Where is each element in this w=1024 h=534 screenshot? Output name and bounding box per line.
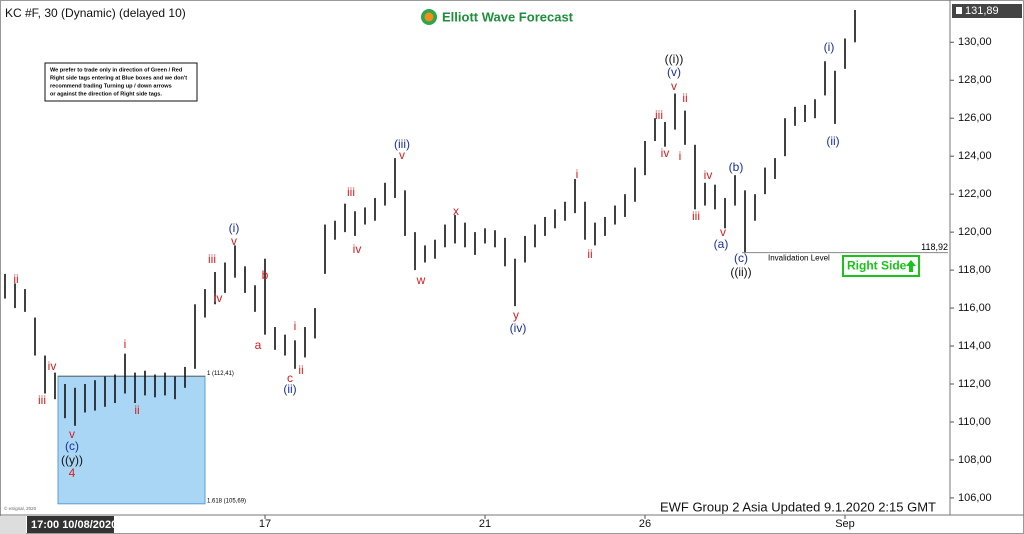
wave-label: ii <box>13 272 18 286</box>
wave-label: ii <box>134 403 139 417</box>
wave-label: i <box>124 337 127 351</box>
logo-icon-inner <box>424 12 434 22</box>
chart-header: KC #F, 30 (Dynamic) (delayed 10) <box>5 6 186 20</box>
wave-label: i <box>576 167 579 181</box>
note-line: recommend trading Turning up / down arro… <box>50 83 172 89</box>
last-price-label: 131,89 <box>965 5 999 17</box>
wave-label: ((ii)) <box>730 265 751 279</box>
y-tick-label: 116,00 <box>958 302 991 314</box>
y-tick-label: 110,00 <box>958 416 991 428</box>
wave-label: iii <box>692 209 700 223</box>
note-line: or against the direction of Right side t… <box>50 91 162 97</box>
blue-box-label: 1 (112,41) <box>207 371 234 377</box>
wave-label: (ii) <box>826 134 839 148</box>
invalidation-value: 118,92 <box>921 242 948 252</box>
footer: EWF Group 2 Asia Updated 9.1.2020 2:15 G… <box>660 499 936 514</box>
wave-label: (iv) <box>510 321 527 335</box>
y-tick-label: 108,00 <box>958 454 992 466</box>
wave-label: (i) <box>229 221 240 235</box>
wave-label: (c) <box>65 439 79 453</box>
y-tick-label: 112,00 <box>958 378 991 390</box>
note-line: We prefer to trade only in direction of … <box>50 67 183 73</box>
copyright: © eSignal, 2020 <box>4 505 37 511</box>
x-tick-label: Sep <box>835 518 855 530</box>
wave-label: (ii) <box>283 382 296 396</box>
last-price-icon <box>956 7 962 14</box>
y-tick-label: 118,00 <box>958 264 991 276</box>
right-side-tag <box>842 255 920 277</box>
wave-label: c <box>287 371 293 385</box>
wave-label: ii <box>587 247 592 261</box>
wave-label: iv <box>661 146 670 160</box>
wave-label: iii <box>208 252 216 266</box>
wave-label: (i) <box>824 40 835 54</box>
y-tick-label: 114,00 <box>958 340 991 352</box>
wave-label: 4 <box>69 466 76 480</box>
wave-label: iv <box>214 291 223 305</box>
blue-box <box>57 375 206 505</box>
wave-label: v <box>720 225 726 239</box>
y-tick-label: 126,00 <box>958 112 992 124</box>
cursor-time-box <box>27 516 114 533</box>
wave-label: iv <box>704 168 713 182</box>
y-tick-label: 128,00 <box>958 74 992 86</box>
wave-label: y <box>513 308 519 322</box>
wave-label: w <box>416 273 426 287</box>
x-tick-label: 26 <box>639 518 651 530</box>
wave-label: (v) <box>667 65 681 79</box>
wave-label: iv <box>48 359 57 373</box>
x-tick-label: 17 <box>259 518 271 530</box>
wave-label: v <box>231 234 237 248</box>
wave-label: (c) <box>734 251 748 265</box>
right-side-text: Right Side <box>847 259 907 273</box>
cursor-time: 17:00 10/08/2020 <box>31 519 117 531</box>
invalidation-text: Invalidation Level <box>768 254 830 263</box>
wave-label: v <box>399 148 405 162</box>
wave-label: x <box>453 204 459 218</box>
y-tick-label: 106,00 <box>958 492 992 504</box>
wave-label: iii <box>347 185 355 199</box>
wave-label: a <box>255 338 262 352</box>
wave-label: i <box>679 149 682 163</box>
y-tick-label: 122,00 <box>958 188 992 200</box>
wave-label: b <box>262 268 269 282</box>
wave-label: v <box>69 427 75 441</box>
last-price-box <box>952 4 1022 18</box>
wave-label: iv <box>353 242 362 256</box>
wave-label: iii <box>655 108 663 122</box>
logo-text: Elliott Wave Forecast <box>442 9 574 24</box>
y-tick-label: 124,00 <box>958 150 992 162</box>
wave-label: ((y)) <box>61 453 83 467</box>
wave-label: v <box>671 79 677 93</box>
y-tick-label: 130,00 <box>958 36 992 48</box>
note-line: Right side tags entering at Blue boxes a… <box>50 75 187 81</box>
wave-label: i <box>294 319 297 333</box>
y-tick-label: 120,00 <box>958 226 992 238</box>
wave-label: (b) <box>729 160 744 174</box>
wave-label: iii <box>38 393 46 407</box>
wave-label: ii <box>682 91 687 105</box>
wave-label: ((i)) <box>665 52 684 66</box>
corner-icon <box>0 516 26 534</box>
note-box <box>44 62 198 102</box>
x-tick-label: 21 <box>479 518 491 530</box>
blue-box-label: 1.618 (105,69) <box>207 498 246 504</box>
wave-label: (iii) <box>394 137 410 151</box>
wave-label: (a) <box>714 237 729 251</box>
right-side-arrow <box>906 260 916 272</box>
wave-label: ii <box>298 363 303 377</box>
